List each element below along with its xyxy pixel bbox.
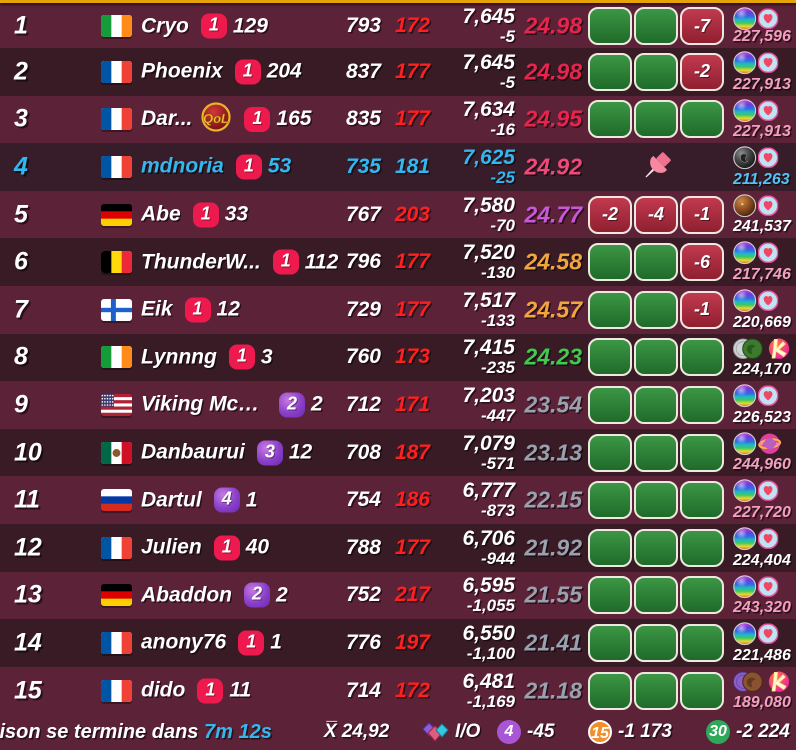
svg-text:QoL: QoL xyxy=(203,111,229,126)
